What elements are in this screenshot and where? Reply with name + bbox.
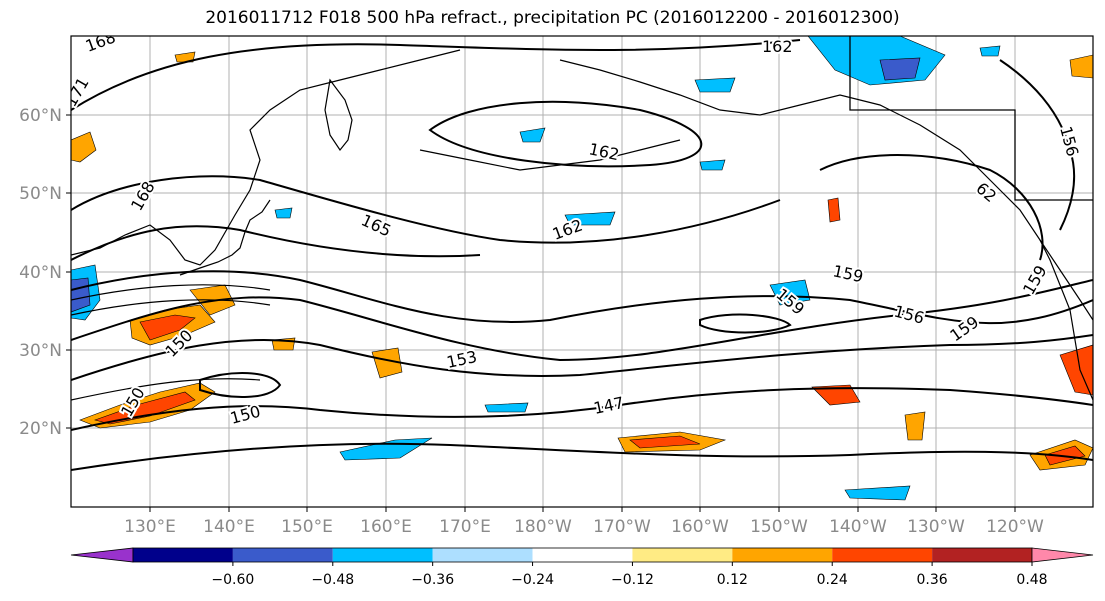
lon-tick-label: 130°E: [124, 517, 176, 537]
precip-area: [519, 127, 546, 143]
colorbar-tick-label: −0.24: [511, 572, 554, 588]
contour-line: [71, 387, 1093, 431]
colorbar-tick-label: 0.24: [817, 572, 848, 588]
contour-line: [71, 39, 801, 111]
colorbar-segment: [133, 548, 233, 562]
contour-line: [71, 442, 1093, 471]
lon-tick-label: 160°W: [671, 517, 729, 537]
precip-shading: [71, 36, 1093, 501]
precip-area: [1069, 54, 1093, 79]
precip-area: [629, 435, 701, 449]
colorbar-segment: [432, 548, 533, 562]
precip-area: [811, 384, 861, 406]
coastline-japan: [179, 199, 271, 276]
precip-area: [564, 211, 616, 226]
lon-tick-label: 160°E: [360, 517, 412, 537]
contour-line-thin: [71, 378, 261, 401]
precip-area: [979, 45, 1001, 57]
colorbar-tick-label: −0.48: [311, 572, 354, 588]
coastline-namerica: [1039, 239, 1093, 401]
colorbar-tick-label: −0.36: [411, 572, 454, 588]
precip-area: [844, 485, 911, 501]
precip-area: [371, 347, 403, 379]
map-area: 162 162 162 165 168 168 171 159 159 159 …: [71, 36, 1093, 507]
colorbar-tick-label: −0.12: [611, 572, 654, 588]
colorbar-extend-max: [1031, 547, 1094, 563]
contour-line: [71, 334, 1093, 381]
contour-line: [71, 270, 1093, 325]
contour-line: [699, 313, 792, 334]
colorbar-segment: [932, 548, 1032, 562]
contours-thin: [71, 284, 271, 401]
colorbar-segment: [632, 548, 733, 562]
lon-tick-label: 140°W: [829, 517, 887, 537]
lon-tick-label: 150°W: [750, 517, 808, 537]
colorbar-tick-label: 0.12: [717, 572, 748, 588]
latitude-axis: 60°N 50°N 40°N 30°N 20°N: [19, 106, 71, 439]
colorbar-segment: [732, 548, 833, 562]
colorbar-tick-label: −0.60: [211, 572, 254, 588]
colorbar-tick-label: 0.36: [917, 572, 948, 588]
lat-tick-label: 20°N: [19, 419, 62, 439]
precip-area: [484, 402, 529, 413]
contour-line: [999, 59, 1076, 231]
precip-area: [699, 159, 726, 171]
contour-line-thin: [71, 299, 271, 316]
precip-area: [827, 197, 841, 223]
lat-tick-label: 30°N: [19, 341, 62, 361]
longitude-axis: 130°E 140°E 150°E 160°E 170°E 180°W 170°W 160°W…: [124, 507, 1044, 537]
colorbar-extend-min: [70, 547, 134, 563]
lon-tick-label: 140°E: [203, 517, 255, 537]
lat-tick-label: 60°N: [19, 106, 62, 126]
colorbar-segment: [532, 548, 633, 562]
colorbar: −0.60 −0.48 −0.36 −0.24 −0.12 0.12 0.24 0.36 0.4…: [70, 547, 1094, 588]
border-canada: [849, 36, 1093, 201]
precip-area: [139, 314, 196, 341]
contours: [71, 39, 1093, 471]
colorbar-segment: [332, 548, 433, 562]
precip-area: [904, 411, 926, 441]
colorbar-segment: [232, 548, 333, 562]
precip-area: [879, 57, 921, 81]
map-title: 2016011712 F018 500 hPa refract., precip…: [205, 8, 900, 28]
contour-line: [428, 100, 703, 168]
precip-area: [93, 391, 196, 425]
precip-area: [769, 279, 811, 306]
precip-area: [694, 77, 736, 93]
precip-area: [1059, 344, 1093, 396]
lat-tick-label: 40°N: [19, 263, 62, 283]
contour-line: [199, 372, 282, 398]
colorbar-segment: [832, 548, 933, 562]
lon-tick-label: 120°W: [986, 517, 1044, 537]
contour-label: 162: [762, 37, 793, 56]
contour-line: [71, 175, 781, 244]
lon-tick-label: 170°W: [593, 517, 651, 537]
lat-tick-label: 50°N: [19, 184, 62, 204]
lon-tick-label: 180°W: [514, 517, 572, 537]
precip-area: [71, 131, 97, 163]
precip-area: [174, 51, 196, 63]
coastline-kamchatka: [324, 78, 353, 152]
lon-tick-label: 150°E: [281, 517, 333, 537]
contour-line: [819, 154, 1044, 261]
contour-line: [71, 225, 481, 261]
lon-tick-label: 130°W: [907, 517, 965, 537]
coastline-asia: [71, 49, 461, 266]
contour-line: [71, 279, 1093, 362]
lon-tick-label: 170°E: [439, 517, 491, 537]
precip-area: [274, 207, 293, 219]
contour-line-thin: [71, 284, 271, 301]
colorbar-tick-label: 0.48: [1016, 572, 1047, 588]
